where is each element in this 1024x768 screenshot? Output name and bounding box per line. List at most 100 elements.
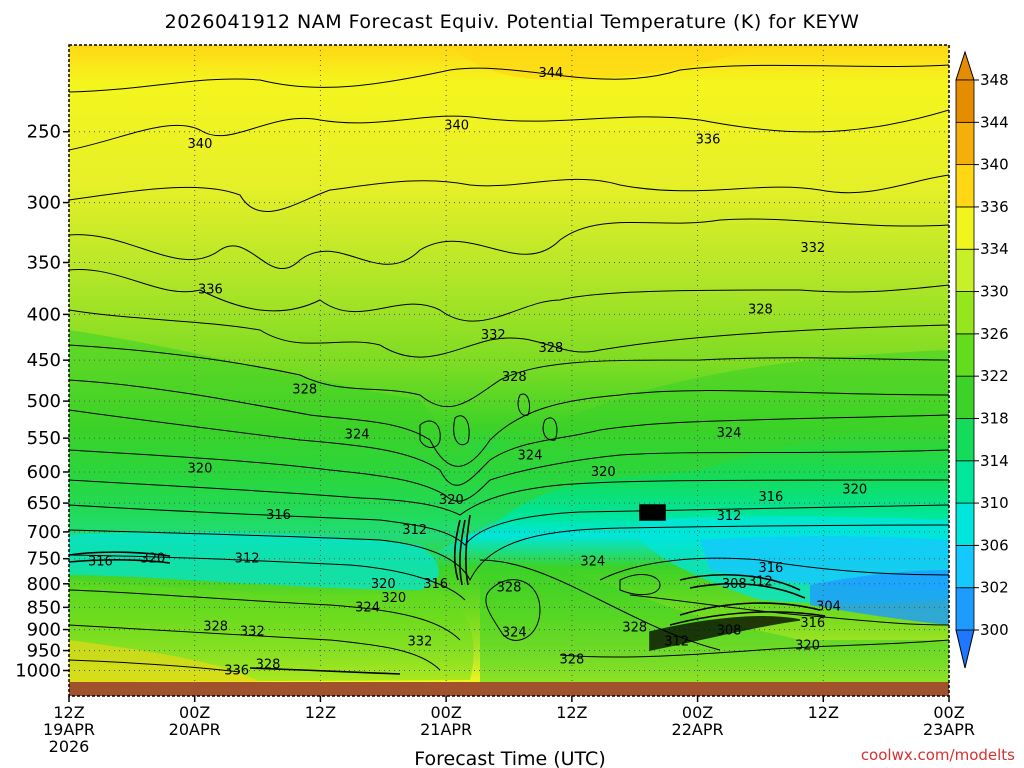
colorbar-label: 306 bbox=[980, 536, 1009, 554]
y-tick-label: 900 bbox=[27, 620, 61, 641]
contour-label: 336 bbox=[696, 132, 721, 147]
y-tick-label: 600 bbox=[27, 462, 61, 483]
x-tick-label: 12Z bbox=[556, 703, 587, 722]
y-tick-label: 850 bbox=[27, 597, 61, 618]
contour-label: 312 bbox=[402, 523, 427, 538]
contour-label: 328 bbox=[256, 658, 281, 673]
colorbar-swatch bbox=[955, 418, 975, 462]
contour-label: 332 bbox=[408, 634, 433, 649]
y-tick-label: 700 bbox=[27, 522, 61, 543]
credit-text: coolwx.com/modelts bbox=[861, 746, 1015, 764]
colorbar-swatch bbox=[955, 291, 975, 335]
contour-label: 328 bbox=[559, 652, 584, 667]
contour-label: 324 bbox=[717, 426, 742, 441]
contour-label: 312 bbox=[717, 509, 742, 524]
colorbar-label: 340 bbox=[980, 156, 1009, 174]
y-tick-label: 400 bbox=[27, 304, 61, 325]
colorbar-label: 326 bbox=[980, 325, 1009, 343]
y-tick-label: 950 bbox=[27, 641, 61, 662]
x-tick-label: 23APR bbox=[923, 720, 975, 739]
chart-title: 2026041912 NAM Forecast Equiv. Potential… bbox=[165, 11, 860, 33]
contour-label: 328 bbox=[622, 620, 647, 635]
colorbar-label: 336 bbox=[980, 198, 1009, 216]
contour-label: 328 bbox=[292, 382, 317, 397]
contour-label: 316 bbox=[800, 616, 825, 631]
colorbar-swatch bbox=[955, 248, 975, 292]
y-tick-label: 350 bbox=[27, 252, 61, 273]
colorbar-label: 318 bbox=[980, 409, 1009, 427]
colorbar-swatch bbox=[955, 164, 975, 208]
frontal-bands bbox=[69, 504, 826, 675]
colorbar-swatch bbox=[955, 375, 975, 419]
colorbar-label: 348 bbox=[980, 71, 1009, 89]
y-tick-label: 300 bbox=[27, 193, 61, 214]
colorbar-label: 330 bbox=[980, 283, 1009, 301]
contour-label: 344 bbox=[538, 66, 563, 81]
contour-label: 316 bbox=[266, 508, 291, 523]
plot-area: 344 340 340 336 332 336 328 332 328 328 328 324 324 3… bbox=[69, 45, 949, 682]
contour-label: 312 bbox=[235, 552, 260, 567]
x-tick-label: 12Z bbox=[53, 703, 84, 722]
contour-label: 340 bbox=[188, 137, 213, 152]
x-tick-label: 12Z bbox=[808, 703, 839, 722]
colorbar-swatch bbox=[955, 121, 975, 166]
contour-label: 328 bbox=[748, 303, 773, 318]
contour-lines bbox=[69, 64, 949, 673]
colorbar-swatch bbox=[955, 544, 975, 589]
field-region-warm-surface bbox=[69, 640, 260, 682]
contour-label: 320 bbox=[140, 552, 165, 567]
contour-label: 332 bbox=[240, 625, 265, 640]
contour-label: 316 bbox=[758, 561, 783, 576]
contour-label: 340 bbox=[444, 118, 469, 133]
colorbar-swatch bbox=[955, 587, 975, 631]
contour-label: 324 bbox=[502, 626, 527, 641]
x-tick-label: 22APR bbox=[672, 720, 724, 739]
y-axis: 2503003504004505005506006507007508008509… bbox=[15, 122, 69, 682]
contour-label: 316 bbox=[423, 577, 448, 592]
ground-strip bbox=[69, 682, 949, 696]
colorbar-label: 344 bbox=[980, 113, 1009, 131]
colorbar-top-arrow bbox=[955, 50, 975, 81]
colorbar: 300 302 306 310 314 318 322 326 330 334 336 340 344 3… bbox=[955, 50, 1009, 669]
contour-label: 308 bbox=[722, 577, 747, 592]
contour-label: 328 bbox=[497, 581, 522, 596]
contour-label: 336 bbox=[224, 664, 249, 679]
y-tick-label: 800 bbox=[27, 574, 61, 595]
contour-label-layer: 344 340 340 336 332 336 328 332 328 328 328 324 324 3… bbox=[88, 66, 867, 678]
contour-label: 332 bbox=[800, 241, 825, 256]
contour-label: 320 bbox=[795, 639, 820, 654]
x-tick-label: 20APR bbox=[169, 720, 221, 739]
contour-label: 320 bbox=[842, 483, 867, 498]
contour-label: 324 bbox=[345, 428, 370, 443]
x-axis-label: Forecast Time (UTC) bbox=[414, 748, 605, 768]
y-tick-label: 250 bbox=[27, 122, 61, 143]
x-tick-label: 00Z bbox=[933, 703, 964, 722]
y-tick-label: 650 bbox=[27, 493, 61, 514]
contour-label: 320 bbox=[439, 493, 464, 508]
x-tick-label: 2026 bbox=[49, 737, 90, 756]
y-tick-label: 550 bbox=[27, 428, 61, 449]
colorbar-label: 314 bbox=[980, 452, 1009, 470]
colorbar-label: 310 bbox=[980, 494, 1009, 512]
contour-label: 320 bbox=[188, 462, 213, 477]
x-tick-label: 00Z bbox=[682, 703, 713, 722]
x-tick-label: 00Z bbox=[430, 703, 461, 722]
contour-label: 320 bbox=[591, 465, 616, 480]
contour-label: 316 bbox=[88, 554, 113, 569]
contour-label: 324 bbox=[518, 448, 543, 463]
contour-label: 312 bbox=[748, 574, 773, 589]
contour-label: 328 bbox=[502, 370, 527, 385]
x-tick-label: 00Z bbox=[179, 703, 210, 722]
plot-frame bbox=[68, 44, 950, 697]
contour-label: 336 bbox=[198, 282, 223, 297]
y-tick-label: 450 bbox=[27, 350, 61, 371]
contour-label: 324 bbox=[580, 554, 605, 569]
colorbar-swatch bbox=[955, 206, 975, 250]
contour-label: 316 bbox=[758, 490, 783, 505]
y-tick-label: 500 bbox=[27, 391, 61, 412]
y-tick-label: 750 bbox=[27, 549, 61, 570]
contour-label: 304 bbox=[816, 599, 841, 614]
contour-label: 324 bbox=[355, 600, 380, 615]
